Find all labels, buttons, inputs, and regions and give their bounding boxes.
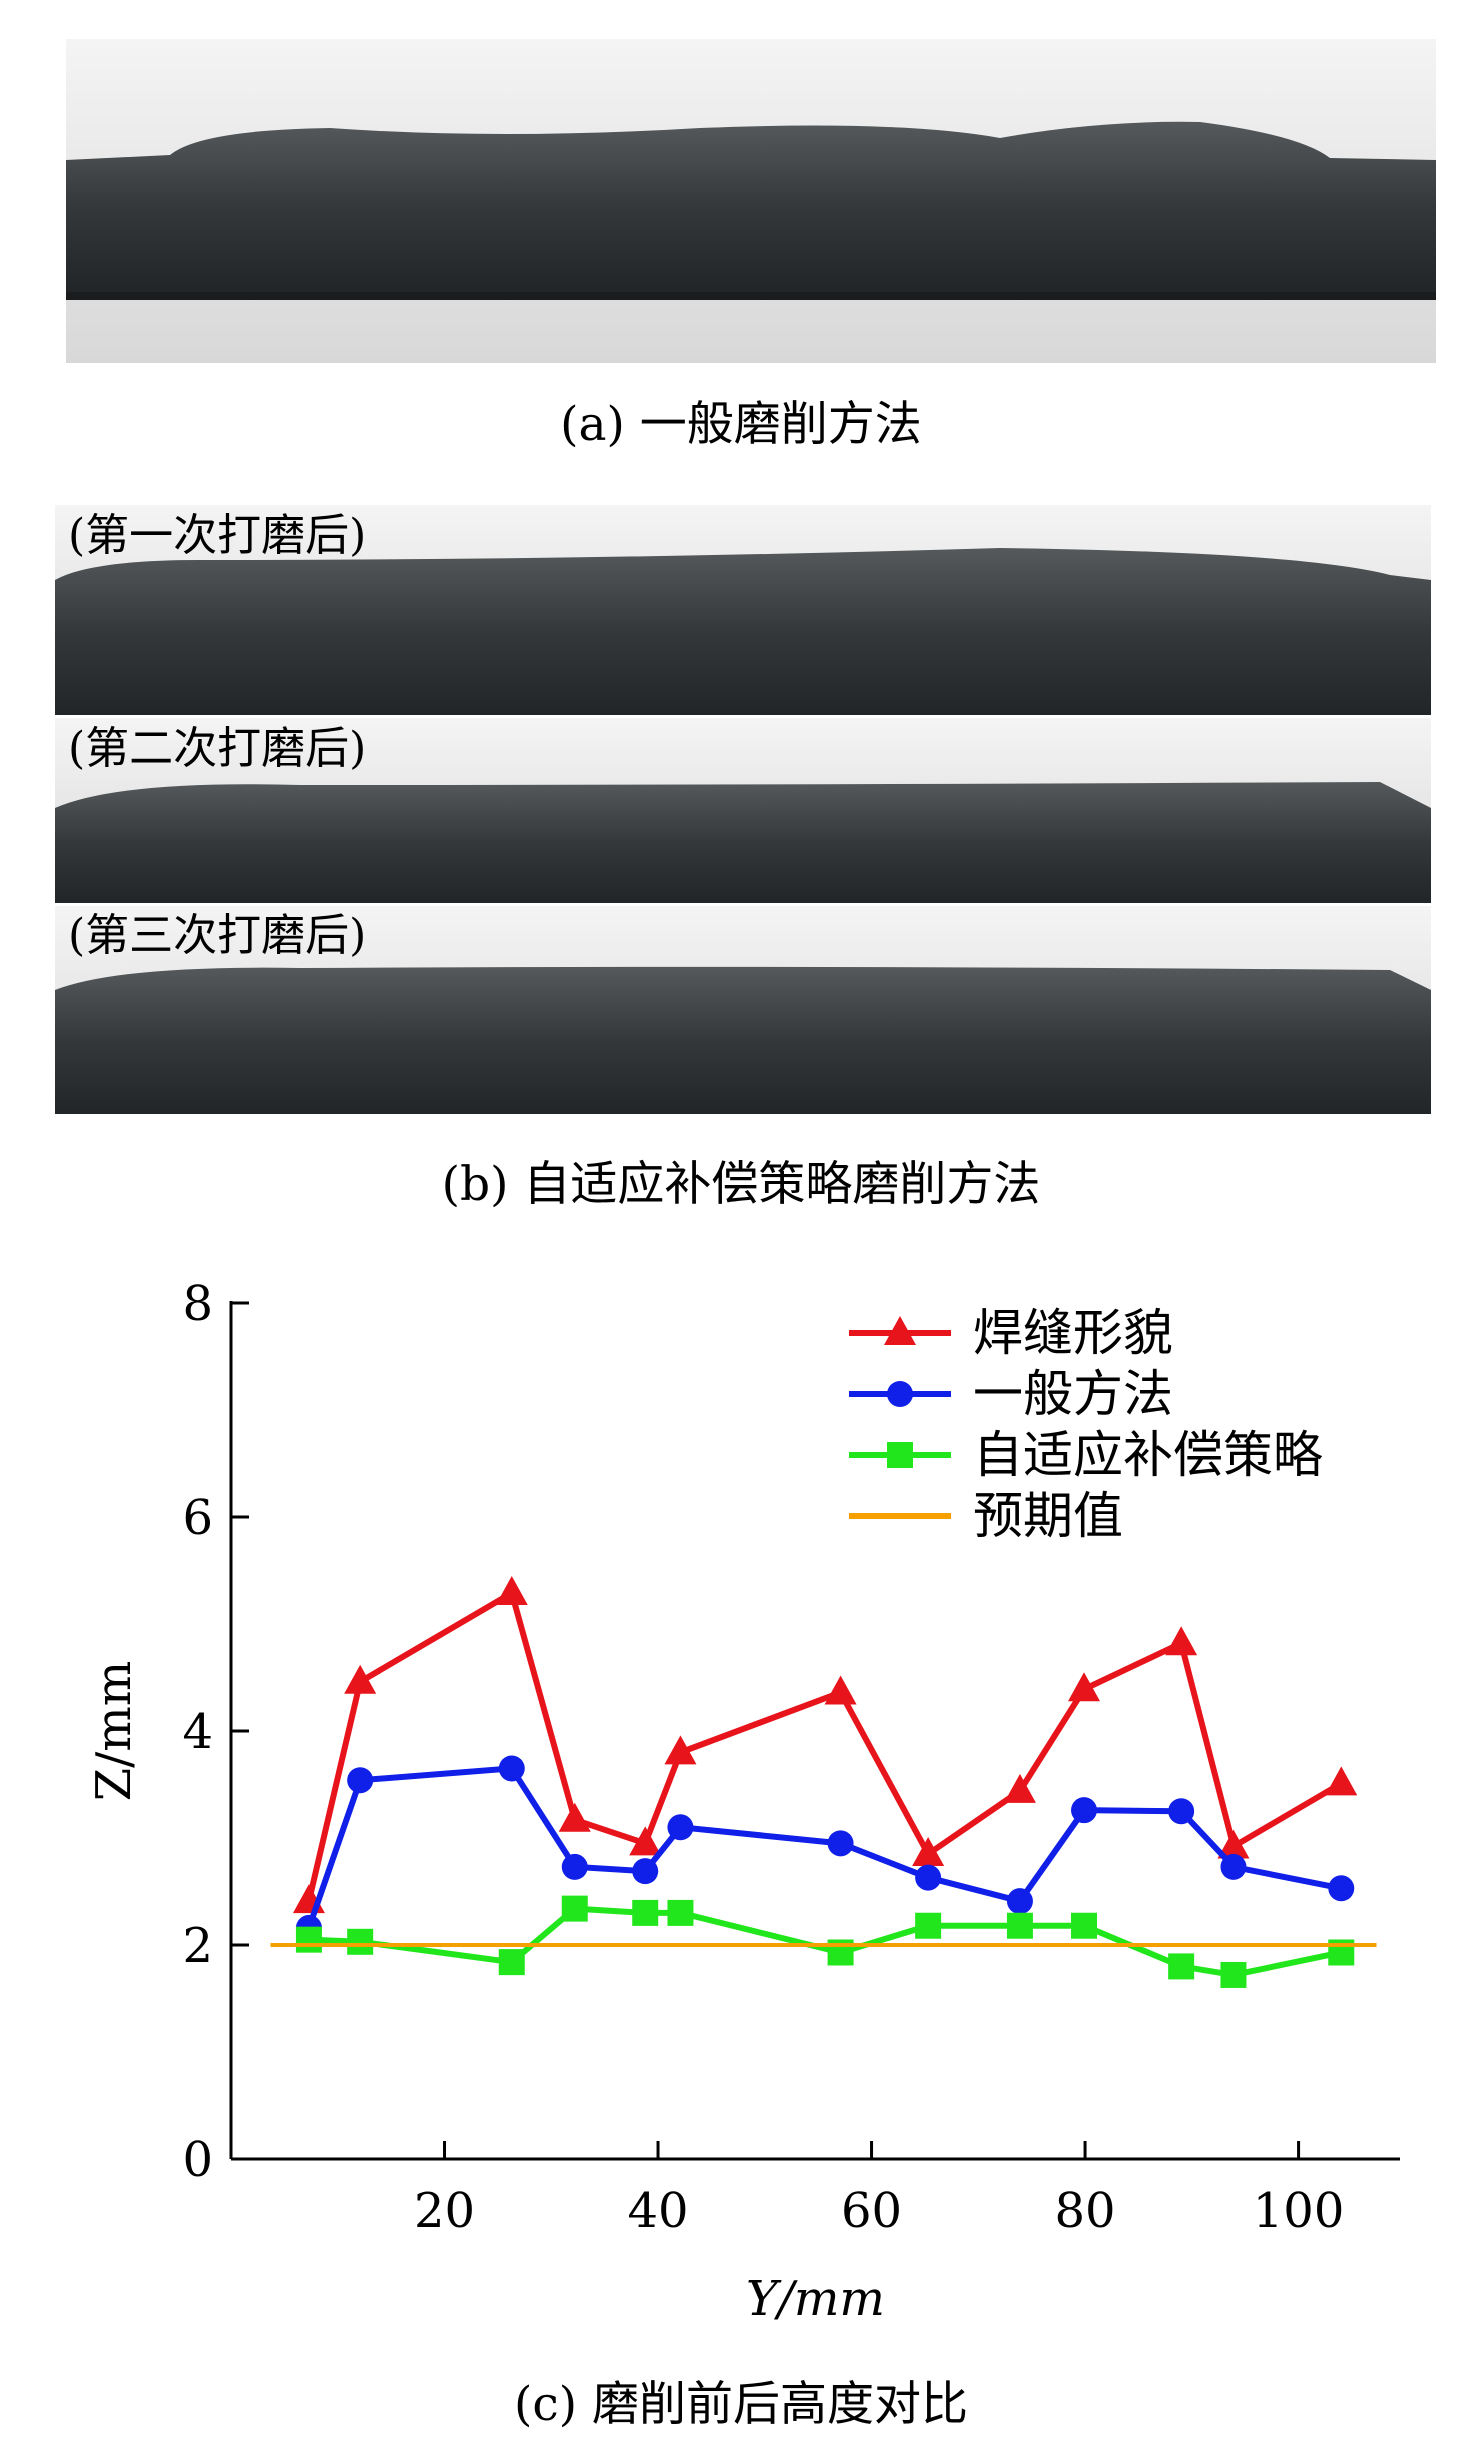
data-point: [495, 1575, 528, 1605]
caption-c: (c) 磨削前后高度对比: [514, 2377, 968, 2432]
caption-a: (a) 一般磨削方法: [560, 397, 922, 452]
legend-marker: [887, 1442, 913, 1468]
data-point: [498, 1755, 525, 1782]
data-point: [667, 1899, 694, 1926]
caption-b: (b) 自适应补偿策略磨削方法: [442, 1157, 1041, 1212]
legend-marker: [887, 1381, 913, 1407]
data-point: [915, 1864, 942, 1891]
data-point: [1220, 1961, 1247, 1988]
data-point: [1325, 1766, 1358, 1796]
chart: 0 2 4 6 8 20 40 60 80 100 Y/mm Z/mm 焊缝形貌一般方法自适应补偿策略预…: [86, 1276, 1400, 2327]
y-tick-label: 6: [182, 1490, 213, 1546]
x-tick-label: 40: [627, 2183, 688, 2239]
data-point: [347, 1767, 374, 1794]
data-point: [1070, 1912, 1097, 1939]
data-point: [1168, 1798, 1195, 1825]
y-tick-label: 0: [182, 2132, 213, 2188]
data-point: [1165, 1626, 1198, 1656]
x-tick-label: 80: [1055, 2183, 1116, 2239]
data-point: [1070, 1797, 1097, 1824]
data-point: [664, 1735, 697, 1765]
data-point: [827, 1830, 854, 1857]
data-point: [295, 1926, 322, 1953]
y-tick-label: 2: [182, 1918, 213, 1974]
photo-b: [55, 505, 1431, 1114]
data-point: [632, 1858, 659, 1885]
data-point: [1328, 1875, 1355, 1902]
x-tick-label: 20: [414, 2183, 475, 2239]
data-point: [1003, 1773, 1036, 1803]
data-point: [1067, 1672, 1100, 1702]
data-point: [1220, 1853, 1247, 1880]
data-point: [1168, 1953, 1195, 1980]
photo-label: (第三次打磨后): [68, 910, 366, 961]
y-axis-label: Z/mm: [86, 1661, 142, 1802]
legend-marker: [884, 1316, 916, 1345]
data-point: [632, 1899, 659, 1926]
data-point: [561, 1853, 588, 1880]
data-point: [824, 1675, 857, 1705]
data-point: [558, 1802, 591, 1832]
y-tick-label: 8: [182, 1276, 213, 1332]
y-tick-label: 4: [182, 1704, 213, 1760]
data-point: [629, 1826, 662, 1856]
x-tick-label: 60: [841, 2183, 902, 2239]
data-point: [912, 1837, 945, 1867]
data-point: [915, 1912, 942, 1939]
data-point: [347, 1928, 374, 1955]
data-point: [1006, 1912, 1033, 1939]
data-point: [498, 1949, 525, 1976]
photo-label: (第一次打磨后): [68, 510, 366, 561]
series-line: [306, 1765, 1342, 1929]
x-axis-label: Y/mm: [746, 2271, 885, 2327]
photo-label: (第二次打磨后): [68, 723, 366, 774]
legend-label: 一般方法: [973, 1365, 1173, 1423]
data-point: [344, 1664, 377, 1694]
legend-label: 自适应补偿策略: [973, 1426, 1323, 1484]
data-point: [1217, 1829, 1250, 1859]
data-point: [1006, 1888, 1033, 1915]
photo-a: [66, 39, 1436, 363]
legend-label: 预期值: [973, 1487, 1123, 1545]
legend-label: 焊缝形貌: [973, 1304, 1173, 1362]
data-point: [667, 1814, 694, 1841]
x-tick-label: 100: [1253, 2183, 1345, 2239]
data-point: [561, 1895, 588, 1922]
